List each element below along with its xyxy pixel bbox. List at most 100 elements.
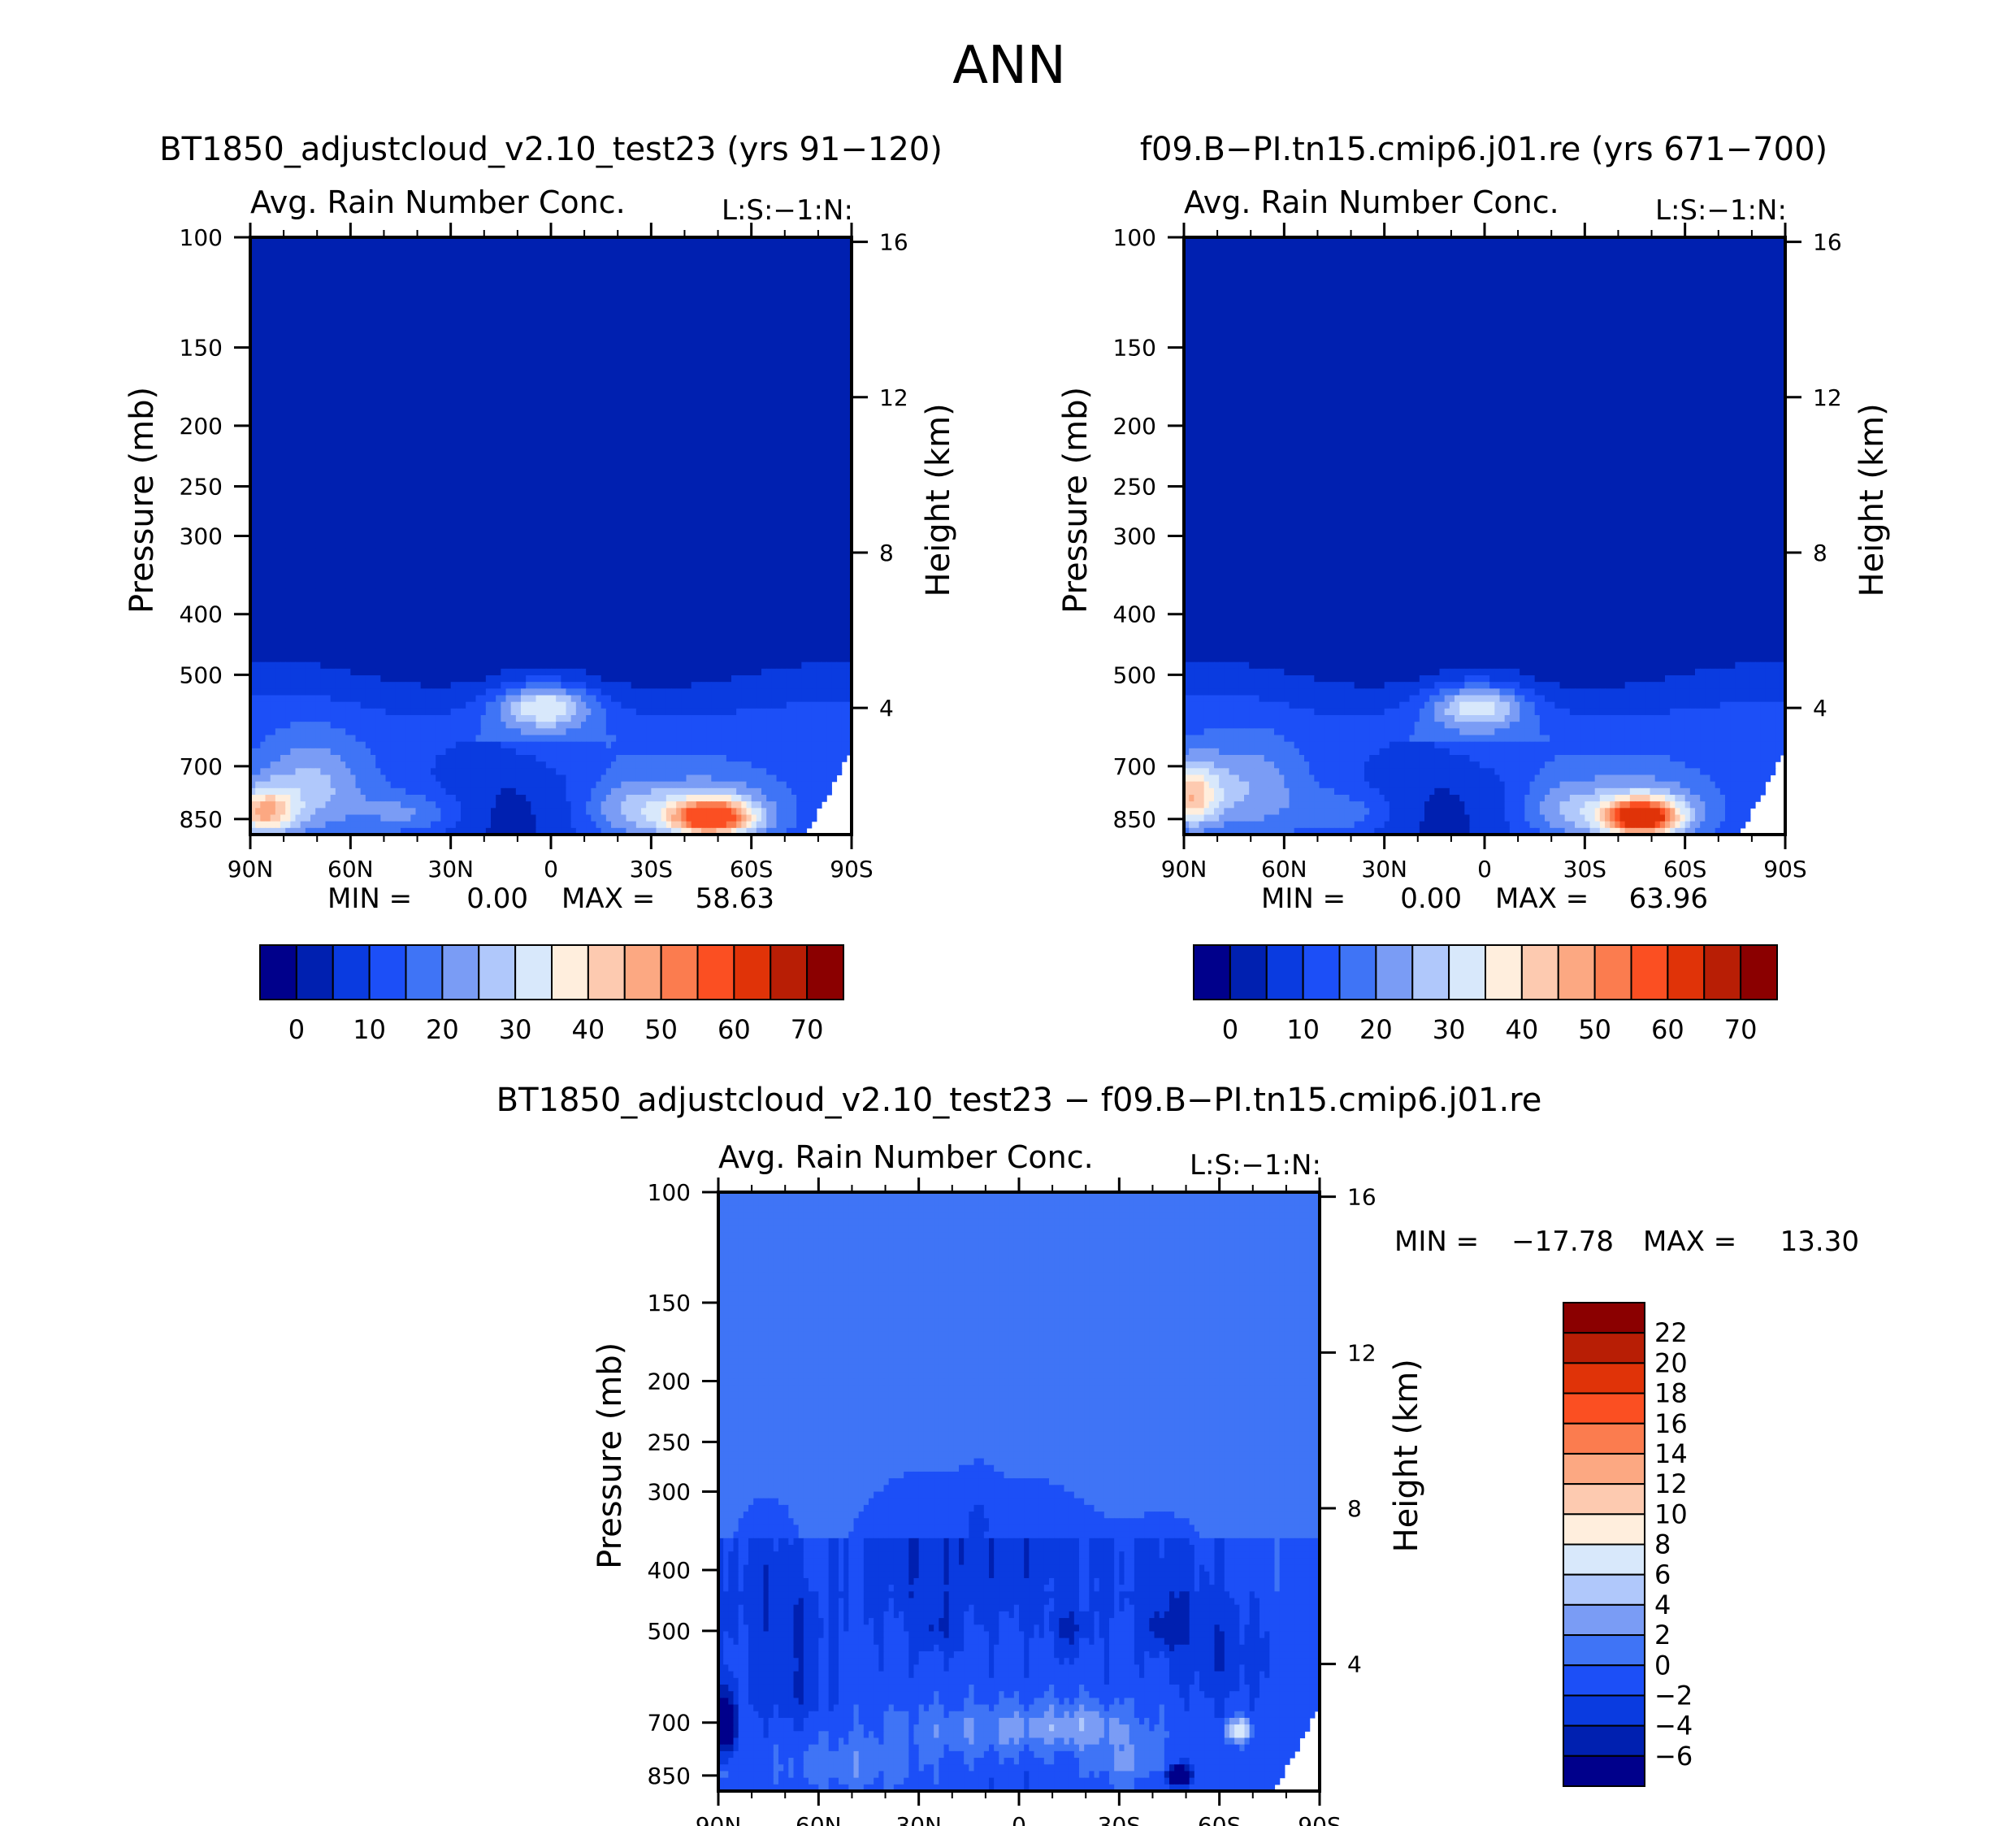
- heatmap-cell: [375, 284, 381, 291]
- heatmap-cell: [826, 258, 832, 265]
- heatmap-cell: [436, 284, 441, 291]
- heatmap-cell: [271, 277, 276, 284]
- heatmap-cell: [687, 277, 692, 284]
- heatmap-cell: [681, 277, 687, 284]
- heatmap-cell: [501, 244, 506, 251]
- heatmap-cell: [706, 277, 712, 284]
- heatmap-cell: [446, 244, 452, 251]
- heatmap-cell: [611, 277, 617, 284]
- heatmap-cell: [326, 264, 332, 271]
- heatmap-cell: [410, 250, 416, 258]
- heatmap-cell: [470, 277, 476, 284]
- heatmap-cell: [331, 277, 336, 284]
- heatmap-cell: [396, 264, 401, 271]
- heatmap-cell: [692, 244, 697, 251]
- heatmap-cell: [581, 264, 587, 271]
- heatmap-cell: [280, 250, 286, 258]
- heatmap-cell: [696, 250, 702, 258]
- heatmap-cell: [631, 277, 637, 284]
- heatmap-cell: [421, 271, 427, 278]
- heatmap-cell: [481, 250, 487, 258]
- heatmap-cell: [290, 264, 296, 271]
- heatmap-cell: [606, 271, 612, 278]
- heatmap-cell: [405, 244, 411, 251]
- heatmap-cell: [371, 271, 376, 278]
- heatmap-cell: [556, 250, 561, 258]
- heatmap-cell: [752, 264, 757, 271]
- heatmap-cell: [761, 258, 767, 265]
- heatmap-cell: [641, 258, 647, 265]
- heatmap-cell: [591, 250, 596, 258]
- heatmap-cell: [255, 250, 261, 258]
- heatmap-cell: [350, 250, 356, 258]
- heatmap-cell: [356, 244, 362, 251]
- heatmap-cell: [757, 271, 762, 278]
- heatmap-cell: [812, 244, 817, 251]
- heatmap-cell: [671, 271, 677, 278]
- heatmap-cell: [511, 277, 517, 284]
- heatmap-cell: [436, 258, 441, 265]
- heatmap-cell: [636, 264, 642, 271]
- heatmap-cell: [275, 284, 281, 291]
- heatmap-cell: [726, 258, 732, 265]
- heatmap-cell: [391, 250, 397, 258]
- heatmap-cell: [361, 244, 366, 251]
- heatmap-cell: [301, 264, 306, 271]
- heatmap-cell: [826, 244, 832, 251]
- heatmap-cell: [340, 284, 346, 291]
- heatmap-cell: [566, 271, 572, 278]
- heatmap-cell: [766, 277, 772, 284]
- heatmap-cell: [571, 258, 577, 265]
- heatmap-cell: [280, 271, 286, 278]
- heatmap-cell: [591, 271, 596, 278]
- heatmap-cell: [380, 244, 386, 251]
- heatmap-cell: [310, 250, 316, 258]
- panel1-title: BT1850_adjustcloud_v2.10_test23 (yrs 91−…: [159, 131, 943, 168]
- heatmap-cell: [511, 250, 517, 258]
- heatmap-cell: [591, 264, 596, 271]
- heatmap-cell: [476, 244, 482, 251]
- heatmap-cell: [506, 244, 512, 251]
- heatmap-cell: [831, 264, 837, 271]
- heatmap-cell: [260, 244, 266, 251]
- heatmap-cell: [320, 277, 326, 284]
- heatmap-cell: [666, 258, 672, 265]
- heatmap-cell: [371, 277, 376, 284]
- heatmap-cell: [375, 244, 381, 251]
- heatmap-cell: [817, 258, 822, 265]
- heatmap-cell: [801, 264, 807, 271]
- heatmap-cell: [345, 264, 351, 271]
- heatmap-cell: [391, 264, 397, 271]
- heatmap-cell: [551, 264, 557, 271]
- heatmap-cell: [631, 271, 637, 278]
- heatmap-cell: [671, 244, 677, 251]
- heatmap-cell: [601, 258, 607, 265]
- heatmap-cell: [801, 250, 807, 258]
- heatmap-cell: [386, 264, 392, 271]
- heatmap-cell: [596, 271, 602, 278]
- heatmap-cell: [626, 271, 632, 278]
- heatmap-cell: [556, 277, 561, 284]
- heatmap-cell: [822, 244, 827, 251]
- heatmap-cell: [817, 250, 822, 258]
- heatmap-cell: [722, 264, 727, 271]
- heatmap-cell: [646, 271, 652, 278]
- heatmap-cell: [782, 277, 787, 284]
- heatmap-cell: [336, 264, 341, 271]
- heatmap-cell: [470, 244, 476, 251]
- heatmap-cell: [310, 277, 316, 284]
- heatmap-cell: [410, 271, 416, 278]
- heatmap-cell: [481, 277, 487, 284]
- heatmap-cell: [266, 271, 271, 278]
- heatmap-cell: [606, 258, 612, 265]
- heatmap-cell: [431, 244, 436, 251]
- heatmap-cell: [440, 258, 446, 265]
- heatmap-cell: [731, 258, 737, 265]
- heatmap-cell: [501, 277, 506, 284]
- heatmap-cell: [320, 284, 326, 291]
- heatmap-cell: [326, 277, 332, 284]
- heatmap-cell: [731, 271, 737, 278]
- heatmap-cell: [301, 244, 306, 251]
- heatmap-cell: [405, 258, 411, 265]
- heatmap-cell: [571, 244, 577, 251]
